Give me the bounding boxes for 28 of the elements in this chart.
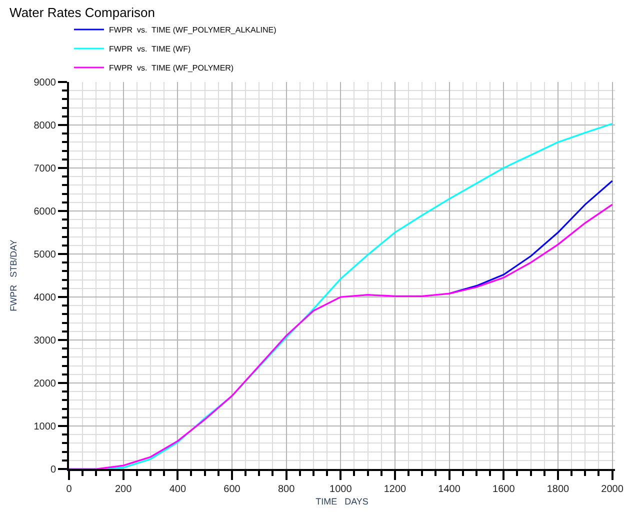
x-tick-label: 1200 [384, 484, 407, 495]
y-tick-label: 9000 [34, 78, 56, 88]
x-axis-title: TIME DAYS [316, 496, 368, 506]
chart-title: Water Rates Comparison [10, 4, 156, 20]
x-tick-label: 200 [114, 484, 132, 495]
x-tick-label: 1000 [330, 484, 352, 495]
y-tick-label: 2000 [34, 378, 56, 390]
line-series [448, 180, 614, 294]
x-tick-label: 600 [224, 484, 241, 495]
y-tick-label: 7000 [34, 164, 56, 174]
y-tick-label: 1000 [34, 422, 56, 432]
y-tick-label: 8000 [34, 120, 56, 132]
x-tick-label: 1600 [492, 484, 516, 495]
y-axis-title: FWPR STB/DAY [8, 240, 19, 312]
legend-label: FWPR vs. TIME (WF_POLYMER_ALKALINE) [109, 26, 277, 35]
x-tick-label: 0 [66, 484, 72, 495]
y-tick-label: 0 [50, 464, 56, 476]
x-tick-label: 1800 [546, 484, 570, 495]
y-tick-label: 6000 [34, 206, 56, 218]
y-tick-label: 5000 [34, 250, 56, 260]
legend-label: FWPR vs. TIME (WF_POLYMER) [109, 64, 234, 73]
x-tick-label: 800 [278, 484, 296, 495]
y-tick-label: 4000 [34, 292, 56, 304]
x-tick-label: 1400 [438, 484, 461, 495]
x-tick-label: 400 [169, 484, 186, 495]
y-tick-label: 3000 [34, 336, 56, 346]
legend-label: FWPR vs. TIME (WF) [109, 44, 191, 54]
x-tick-label: 2000 [601, 484, 624, 495]
